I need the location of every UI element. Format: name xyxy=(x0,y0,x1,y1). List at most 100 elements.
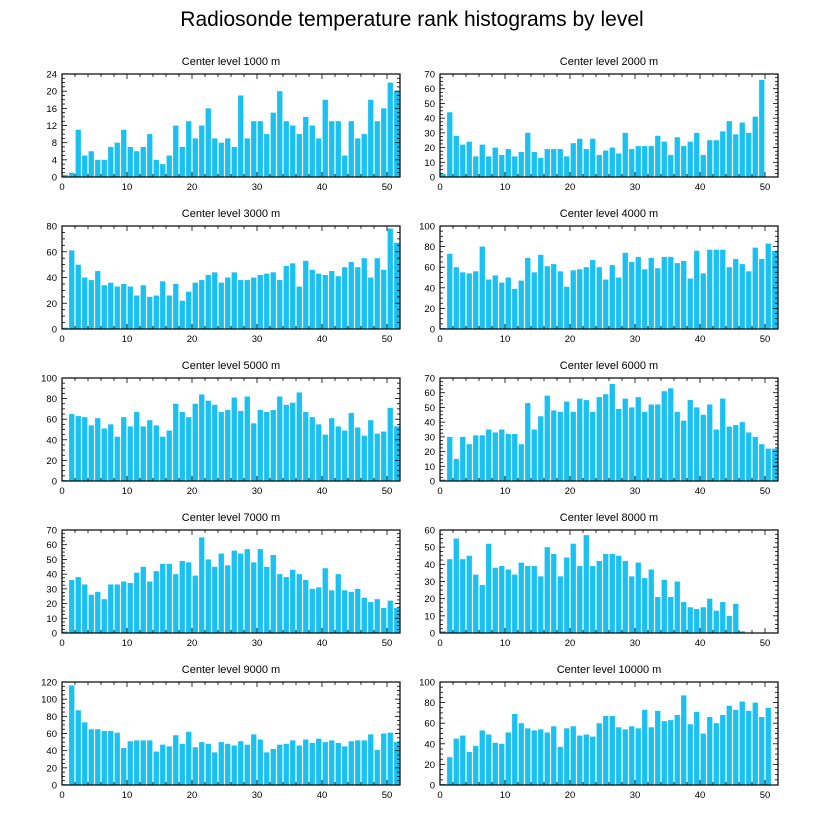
histogram-bar xyxy=(114,142,120,177)
x-tick-label: 20 xyxy=(187,790,198,801)
x-tick-label: 20 xyxy=(565,638,576,649)
x-tick-label: 40 xyxy=(695,334,706,345)
histogram-bar xyxy=(186,417,192,481)
y-tick-label: 70 xyxy=(424,374,435,385)
histogram-bar xyxy=(205,559,211,633)
histogram-bar xyxy=(752,247,758,329)
histogram-bar xyxy=(655,404,661,481)
histogram-bar xyxy=(277,280,283,329)
y-tick-label: 10 xyxy=(424,158,435,169)
histogram-bar xyxy=(661,256,667,329)
histogram-bar xyxy=(303,411,309,481)
histogram-bar xyxy=(466,752,472,785)
histogram-bar xyxy=(179,300,185,329)
histogram-bar xyxy=(538,416,544,481)
histogram-bar xyxy=(277,396,283,481)
histogram-bar xyxy=(95,591,101,633)
y-tick-label: 80 xyxy=(424,242,435,253)
histogram-bar xyxy=(212,752,218,785)
histogram-bar xyxy=(622,132,628,177)
histogram-bar xyxy=(590,259,596,329)
histogram-bar xyxy=(642,411,648,481)
histogram-bar xyxy=(251,423,257,481)
histogram-bar xyxy=(564,286,570,329)
histogram-bar xyxy=(166,746,172,786)
histogram-bar xyxy=(687,724,693,785)
histogram-bar xyxy=(101,285,107,329)
x-tick-label: 0 xyxy=(437,334,442,345)
x-tick-label: 50 xyxy=(760,182,771,193)
histogram-bar xyxy=(309,588,315,633)
histogram-bar xyxy=(505,569,511,633)
histogram-bar xyxy=(101,730,107,785)
histogram-bar xyxy=(322,742,328,785)
histogram-bar xyxy=(127,582,133,633)
histogram-panel-4: Center level 4000 m 0 20 40 60 80 100 0 10 20 30 40… xyxy=(419,208,779,345)
y-tick-label: 20 xyxy=(46,456,57,467)
x-tick-label: 40 xyxy=(695,182,706,193)
x-tick-label: 50 xyxy=(760,638,771,649)
y-tick-label: 100 xyxy=(419,222,435,233)
histogram-bar xyxy=(296,745,302,785)
histogram-bar xyxy=(134,740,140,785)
histogram-bar xyxy=(460,436,466,481)
y-tick-label: 40 xyxy=(46,570,57,581)
histogram-bar xyxy=(447,559,453,633)
histogram-bar xyxy=(329,121,335,177)
histogram-bar xyxy=(82,722,88,785)
histogram-bar xyxy=(453,135,459,177)
x-tick-label: 50 xyxy=(760,334,771,345)
histogram-bar xyxy=(127,426,133,481)
histogram-bar xyxy=(746,132,752,177)
histogram-bar xyxy=(759,258,765,329)
histogram-bar xyxy=(609,383,615,481)
panel-title: Center level 6000 m xyxy=(560,360,658,372)
histogram-bar xyxy=(296,392,302,481)
histogram-bar xyxy=(173,283,179,329)
histogram-bar xyxy=(69,172,75,177)
histogram-bar xyxy=(479,435,485,481)
y-tick-label: 40 xyxy=(424,283,435,294)
y-tick-label: 60 xyxy=(424,84,435,95)
histogram-bar xyxy=(609,147,615,177)
histogram-bar xyxy=(251,121,257,177)
histogram-bar xyxy=(355,740,361,785)
y-tick-label: 40 xyxy=(424,739,435,750)
histogram-bar xyxy=(603,715,609,785)
histogram-bar xyxy=(544,547,550,633)
histogram-bar xyxy=(348,591,354,633)
histogram-bar xyxy=(720,602,726,633)
histogram-bar xyxy=(361,597,367,633)
histogram-bar xyxy=(499,282,505,329)
histogram-bar xyxy=(88,729,94,785)
histogram-bar xyxy=(348,413,354,481)
histogram-bar xyxy=(355,427,361,481)
y-tick-label: 0 xyxy=(430,629,435,640)
x-tick-label: 40 xyxy=(317,790,328,801)
histogram-bar xyxy=(648,404,654,481)
histogram-bar xyxy=(368,99,374,177)
y-tick-label: 30 xyxy=(424,577,435,588)
histogram-bar xyxy=(687,400,693,481)
histogram-bar xyxy=(316,273,322,329)
y-tick-label: 50 xyxy=(46,555,57,566)
histogram-bar xyxy=(473,435,479,481)
histogram-bar xyxy=(629,726,635,785)
histogram-bar xyxy=(244,138,250,178)
histogram-bar xyxy=(329,271,335,329)
histogram-bar xyxy=(231,397,237,481)
histogram-bar xyxy=(499,429,505,481)
x-tick-label: 30 xyxy=(630,334,641,345)
histogram-bar xyxy=(127,286,133,329)
histogram-bar xyxy=(473,156,479,177)
histogram-bar xyxy=(257,739,263,785)
histogram-bar xyxy=(720,714,726,785)
histogram-bar xyxy=(668,154,674,177)
histogram-bar xyxy=(387,228,393,329)
histogram-bar xyxy=(205,274,211,329)
histogram-bar xyxy=(681,146,687,177)
histogram-bar xyxy=(486,429,492,481)
histogram-bar xyxy=(134,411,140,481)
histogram-bar xyxy=(153,159,159,177)
histogram-bar xyxy=(309,742,315,785)
